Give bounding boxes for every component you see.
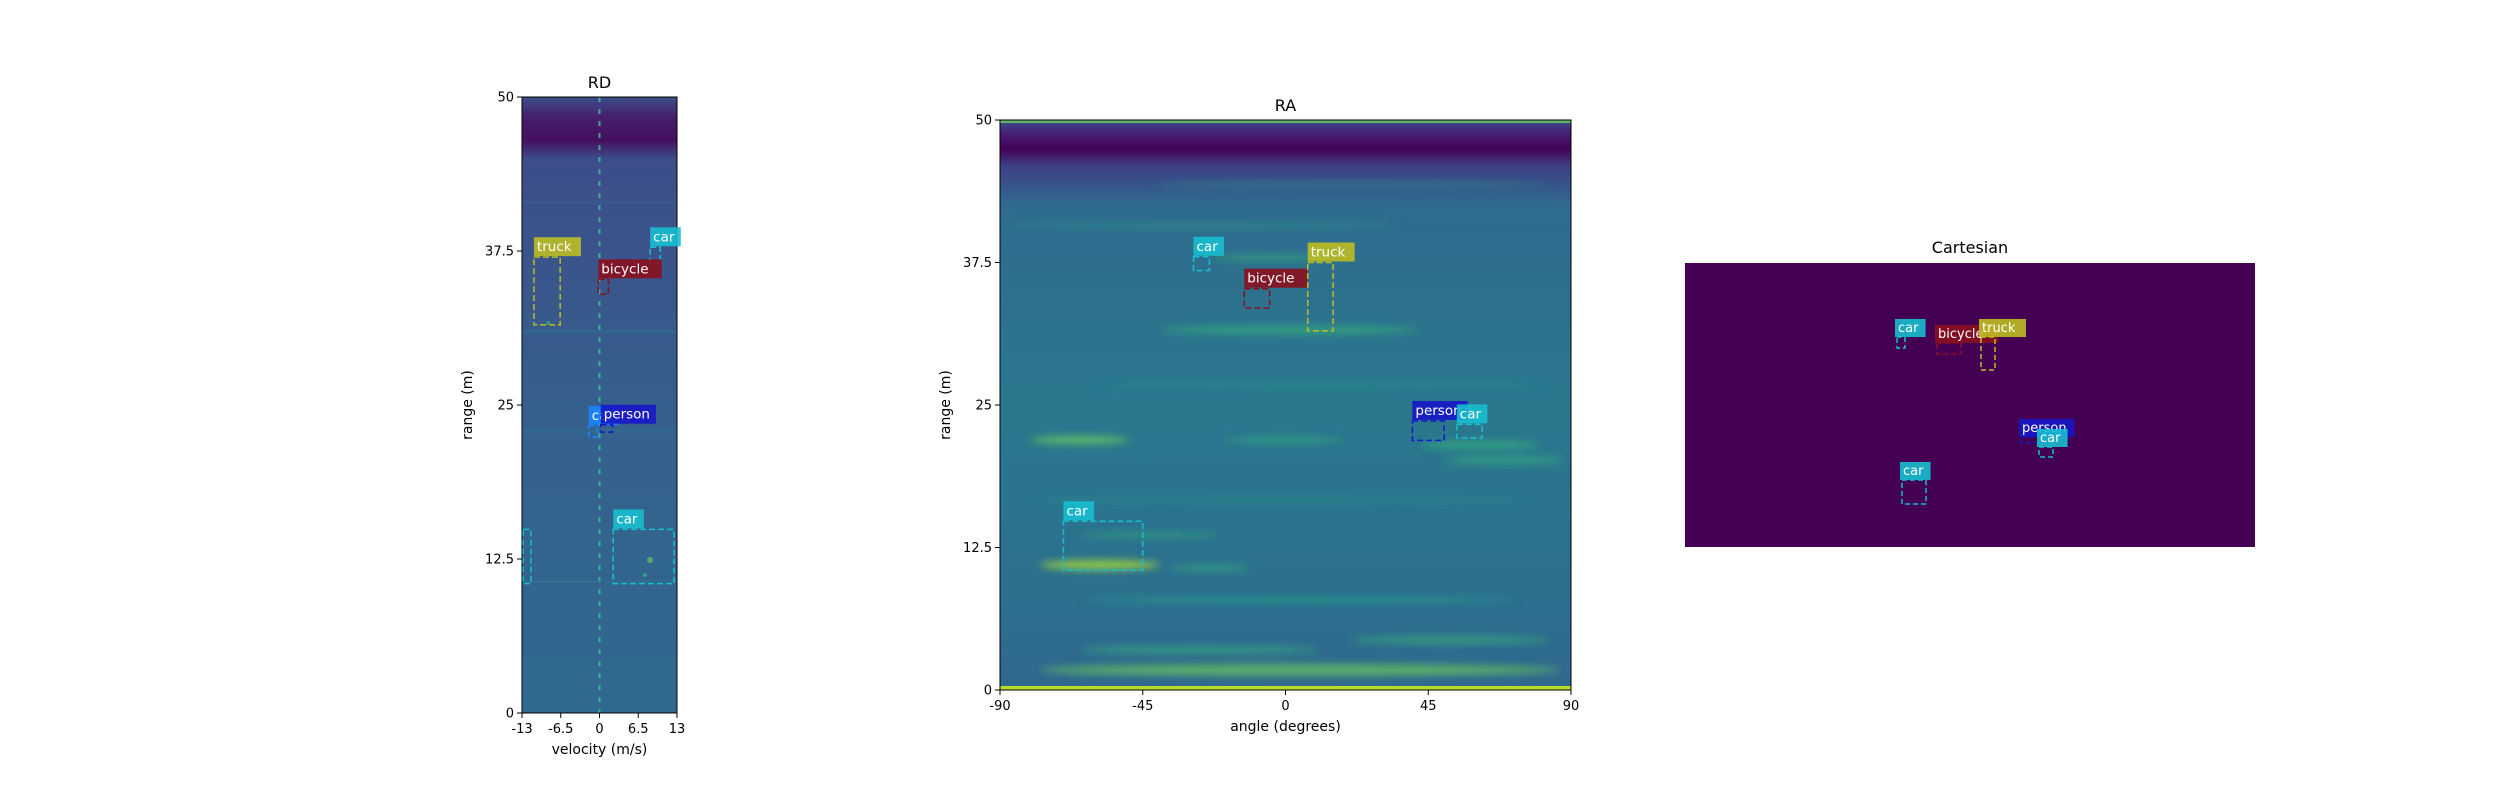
rd-detection-tag — [600, 404, 656, 424]
ra-detection-tag — [1412, 400, 1468, 420]
ra-detection-label: car — [1066, 503, 1088, 519]
cartesian-detection-label: truck — [1982, 321, 2016, 336]
rd-ylabel: range (m) — [460, 370, 476, 440]
rd-detection-box — [612, 528, 675, 585]
ra-xlabel: angle (degrees) — [1230, 719, 1341, 735]
rd-xtick-label: 13 — [669, 722, 686, 737]
cartesian-heatmap — [1685, 263, 2255, 547]
cartesian-detection-label: car — [1898, 321, 1919, 336]
rd-xtick-label: -13 — [511, 722, 532, 737]
rd-detection-box — [588, 425, 598, 438]
rd-detection-box — [522, 528, 532, 585]
rd-xtick-label: 0 — [595, 722, 603, 737]
rd-detection-tag — [613, 509, 644, 529]
ra-detection-tag — [1456, 404, 1488, 424]
ra-detection-tag — [1307, 242, 1355, 262]
rd-ytick-label: 12.5 — [485, 553, 514, 568]
rd-detection-tag — [598, 259, 662, 279]
cartesian-detection-label: car — [1903, 464, 1924, 479]
ra-detection-label: truck — [1311, 245, 1346, 261]
rd-detection-label: car — [653, 229, 675, 245]
ra-axis-ticks: -90 -45 0 45 90 0 12.5 25 37.5 50 — [963, 114, 1579, 715]
cartesian-detection-tag — [1900, 462, 1931, 480]
ra-detection-box — [1411, 420, 1445, 442]
ra-detection-tag — [1063, 501, 1095, 521]
ra-xtick-label: -90 — [989, 699, 1010, 714]
rd-detection-label: car — [616, 511, 638, 527]
ra-detection-box — [1243, 287, 1271, 309]
ra-detection-tag — [1193, 236, 1225, 256]
ra-detection-label: car — [1197, 239, 1219, 255]
rd-detection-tag — [650, 227, 681, 247]
rd-ytick-label: 50 — [497, 91, 514, 106]
cartesian-detection-tag — [2037, 429, 2068, 447]
ra-ytick-label: 25 — [975, 399, 992, 414]
rd-speckle — [522, 97, 677, 713]
ra-ytick-label: 12.5 — [963, 541, 992, 556]
rd-axis-ticks: -13 -6.5 0 6.5 13 0 12.5 25 37.5 50 — [485, 91, 685, 738]
ra-texture — [1000, 182, 1565, 676]
rd-ytick-label: 0 — [506, 707, 514, 722]
rd-detection-box — [597, 278, 610, 295]
ra-detection-box — [1306, 261, 1334, 332]
ra-ylabel: range (m) — [938, 370, 954, 440]
ra-title: RA — [1275, 96, 1296, 115]
rd-title: RD — [588, 73, 611, 92]
cartesian-detection-tag — [1979, 319, 2026, 337]
rd-detection-label: truck — [537, 239, 572, 255]
rd-detections: truckcarbicyclecarpersoncar — [522, 227, 681, 585]
ra-ytick-label: 50 — [975, 114, 992, 129]
rd-detection-tag — [533, 237, 581, 257]
ra-detection-label: car — [1460, 406, 1482, 422]
ra-panel: RA -90 -45 0 45 90 0 12.5 25 37.5 50 car bicycle tr… — [938, 96, 1579, 735]
rd-xtick-label: 6.5 — [628, 722, 649, 737]
rd-detection-label: bicycle — [601, 261, 648, 277]
ra-xtick-label: 0 — [1281, 699, 1289, 714]
ra-detection-box — [1192, 256, 1211, 272]
ra-detection-label: bicycle — [1247, 271, 1294, 287]
cartesian-detection-box — [2038, 446, 2054, 458]
cartesian-title: Cartesian — [1932, 238, 2008, 257]
rd-detection-box — [533, 256, 561, 326]
rd-xtick-label: -6.5 — [548, 722, 573, 737]
rd-ytick-label: 37.5 — [485, 245, 514, 260]
ra-ytick-label: 0 — [984, 684, 992, 699]
ra-ytick-label: 37.5 — [963, 256, 992, 271]
cartesian-detection-label: bicycle — [1938, 327, 1983, 342]
ra-detection-box — [1062, 520, 1144, 572]
ra-xtick-label: 90 — [1563, 699, 1580, 714]
rd-detection-box — [599, 423, 614, 433]
rd-xlabel: velocity (m/s) — [552, 742, 648, 758]
cartesian-detection-tag — [1895, 319, 1926, 337]
rd-detection-label: person — [604, 407, 650, 423]
ra-xtick-label: -45 — [1132, 699, 1153, 714]
ra-detection-tag — [1244, 268, 1308, 288]
ra-xtick-label: 45 — [1420, 699, 1437, 714]
ra-detection-box — [1456, 423, 1483, 439]
rd-ytick-label: 25 — [497, 399, 514, 414]
cartesian-detection-label: car — [2040, 431, 2061, 446]
ra-detection-label: person — [1415, 403, 1461, 419]
